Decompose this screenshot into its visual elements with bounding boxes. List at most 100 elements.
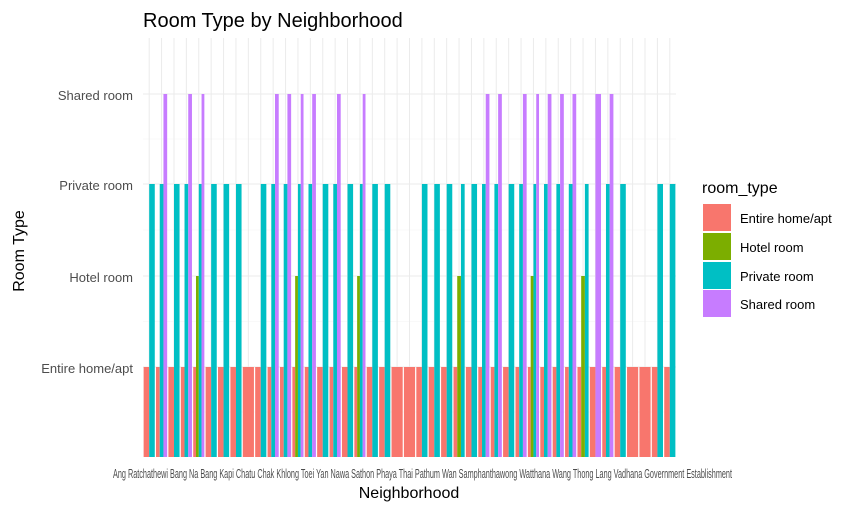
bar-entire-home-apt [540, 367, 544, 457]
y-tick-label-hotel: Hotel room [69, 270, 133, 285]
bar-private-room [173, 184, 180, 457]
bar-private-room [347, 184, 354, 457]
bar-shared-room [300, 94, 304, 457]
bar-entire-home-apt [453, 367, 458, 457]
legend-key-shared-room [703, 290, 731, 317]
legend-key-entire-home [703, 204, 731, 231]
bar-shared-room [362, 94, 366, 457]
bar-shared-room [522, 94, 527, 457]
bar-private-room [446, 184, 453, 457]
bar-private-room [556, 184, 561, 457]
bar-private-room [471, 184, 478, 457]
bar-private-room [384, 184, 391, 457]
bar-entire-home-apt [664, 367, 670, 457]
bar-entire-home-apt [205, 367, 212, 457]
bar-private-room [235, 184, 242, 457]
bar-entire-home-apt [490, 367, 495, 457]
bar-private-room [482, 184, 486, 457]
bar-private-room [149, 184, 155, 457]
bar-private-room [159, 184, 164, 457]
bar-entire-home-apt [329, 367, 334, 457]
bar-shared-room [572, 94, 577, 457]
bar-entire-home-apt [279, 367, 284, 457]
bar-private-room [568, 184, 573, 457]
bar-entire-home-apt [143, 367, 150, 457]
bar-private-room [359, 184, 363, 457]
y-tick-label-entire: Entire home/apt [41, 361, 133, 376]
bar-entire-home-apt [602, 367, 606, 457]
bar-shared-room [188, 94, 192, 457]
bar-shared-room [609, 94, 614, 457]
y-tick-label-shared: Shared room [58, 88, 133, 103]
bar-private-room [460, 184, 465, 457]
bar-hotel-room [357, 276, 360, 457]
bar-entire-home-apt [651, 367, 658, 457]
bar-hotel-room [581, 276, 585, 457]
bar-shared-room [336, 94, 341, 457]
bar-entire-home-apt [230, 367, 236, 457]
bar-entire-home-apt [416, 367, 422, 457]
bar-private-room [260, 184, 267, 457]
bar-private-room [297, 184, 301, 457]
bar-private-room [372, 184, 378, 457]
bar-entire-home-apt [292, 367, 296, 457]
bar-entire-home-apt [317, 367, 323, 457]
bar-entire-home-apt [391, 367, 403, 457]
bar-hotel-room [195, 276, 199, 457]
bar-shared-room [485, 94, 490, 457]
bar-private-room [508, 184, 515, 457]
bar-entire-home-apt [366, 367, 373, 457]
bar-hotel-room [295, 276, 298, 457]
legend-key-private-room [703, 262, 731, 289]
bar-entire-home-apt [242, 367, 254, 457]
bar-entire-home-apt [627, 367, 639, 457]
bar-entire-home-apt [217, 367, 224, 457]
bar-shared-room [275, 94, 279, 457]
bar-private-room [434, 184, 440, 457]
bar-entire-home-apt [428, 367, 435, 457]
bar-entire-home-apt [304, 367, 309, 457]
x-axis-title: Neighborhood [359, 485, 460, 502]
bar-private-room [657, 184, 663, 457]
bar-entire-home-apt [465, 367, 472, 457]
y-tick-label-private: Private room [59, 178, 133, 193]
legend-key-hotel-room [703, 233, 731, 260]
bar-private-room [620, 184, 626, 457]
bar-entire-home-apt [589, 367, 596, 457]
bar-shared-room [547, 94, 552, 457]
bar-entire-home-apt [341, 367, 348, 457]
legend-label-entire-home: Entire home/apt [740, 211, 832, 226]
bar-private-room [519, 184, 523, 457]
bar-entire-home-apt [552, 367, 557, 457]
bar-entire-home-apt [180, 367, 185, 457]
legend-label-private-room: Private room [740, 269, 814, 284]
legend-title: room_type [702, 180, 778, 197]
bar-private-room [283, 184, 288, 457]
bar-private-room [184, 184, 189, 457]
bar-entire-home-apt [503, 367, 509, 457]
bars-layer [143, 94, 676, 457]
bar-shared-room [201, 94, 205, 457]
bar-private-room [333, 184, 337, 457]
bar-private-room [211, 184, 217, 457]
legend-label-shared-room: Shared room [740, 297, 815, 312]
bar-shared-room [287, 94, 292, 457]
bar-entire-home-apt [403, 367, 416, 457]
bar-private-room [271, 184, 276, 457]
bar-shared-room [536, 94, 540, 457]
bar-shared-room [312, 94, 316, 457]
bar-private-room [421, 184, 428, 457]
bar-entire-home-apt [515, 367, 520, 457]
bar-private-room [669, 184, 676, 457]
bar-hotel-room [457, 276, 461, 457]
bar-shared-room [595, 94, 602, 457]
bar-entire-home-apt [168, 367, 174, 457]
bar-private-room [584, 184, 589, 457]
bar-entire-home-apt [379, 367, 385, 457]
bar-private-room [223, 184, 230, 457]
bar-entire-home-apt [577, 367, 582, 457]
bar-entire-home-apt [614, 367, 621, 457]
bar-entire-home-apt [441, 367, 447, 457]
bar-shared-room [560, 94, 564, 457]
